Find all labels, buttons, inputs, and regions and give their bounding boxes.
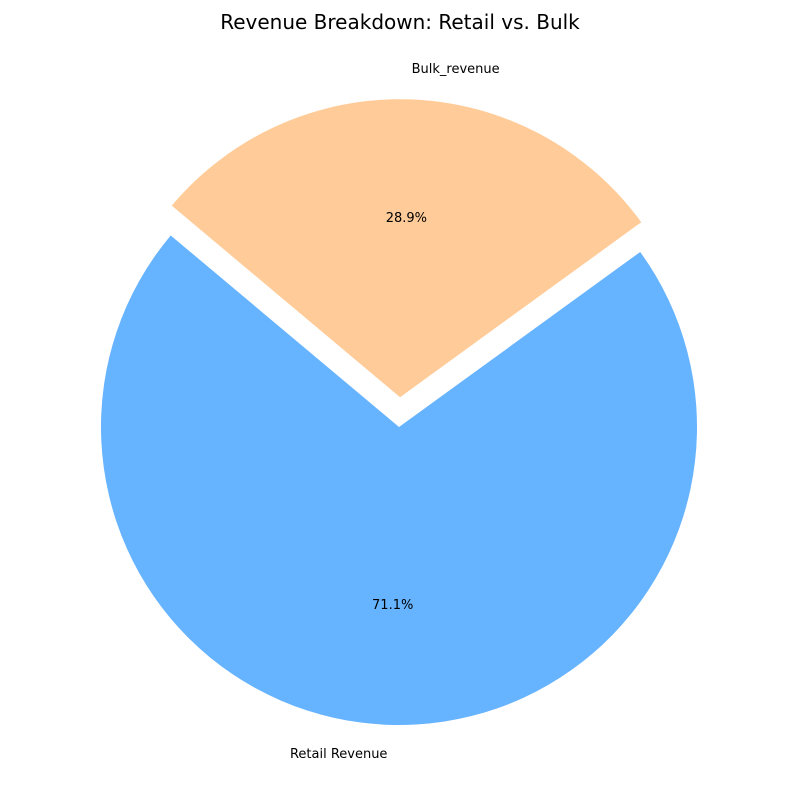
pie-percent-label-0: 71.1% [372, 598, 413, 613]
pie-slice-label-0: Retail Revenue [290, 747, 387, 762]
pie-percent-label-1: 28.9% [386, 211, 427, 226]
pie-slice-1 [171, 99, 642, 398]
chart-title: Revenue Breakdown: Retail vs. Bulk [220, 10, 580, 34]
pie-slice-label-1: Bulk_revenue [412, 62, 500, 77]
pie-slice-0 [101, 235, 698, 726]
